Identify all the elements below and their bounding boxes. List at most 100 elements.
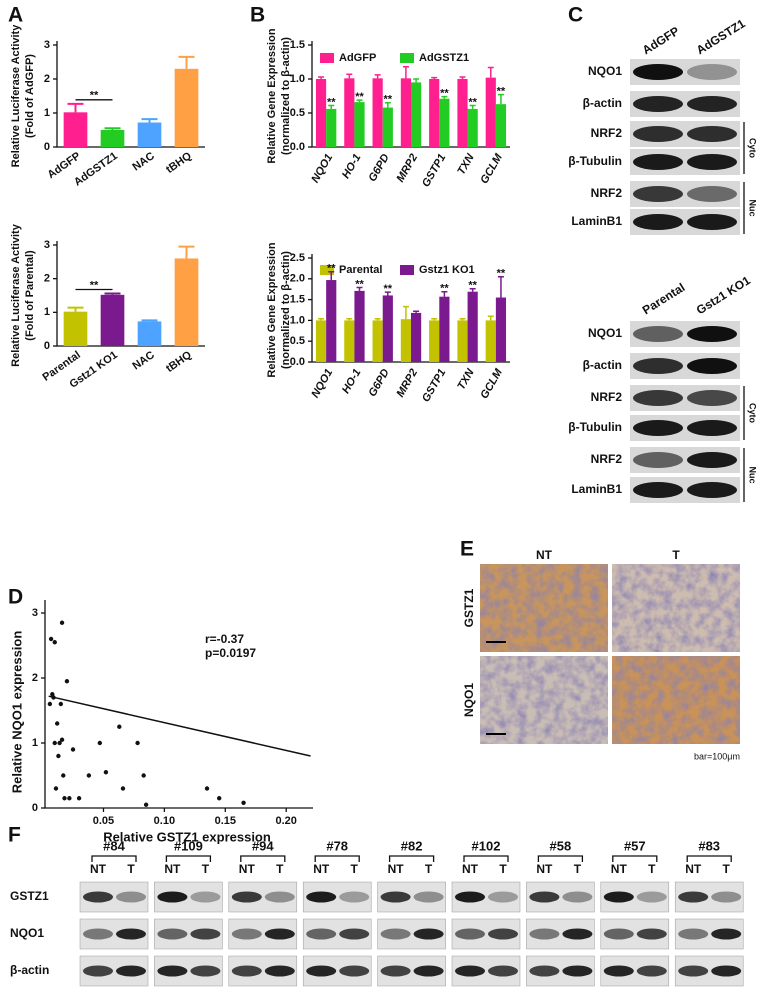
band [711, 891, 742, 903]
lane-label: T [202, 862, 210, 876]
significance: ** [497, 86, 506, 98]
y-tick-label: 3 [44, 39, 50, 51]
bar [100, 130, 125, 147]
bar [354, 290, 365, 362]
band [636, 965, 667, 977]
legend-swatch [320, 53, 334, 63]
annotation: p=0.0197 [205, 646, 256, 660]
bar [100, 294, 125, 346]
y-tick-label: 2.0 [290, 273, 305, 285]
band [633, 358, 683, 374]
bracket-label: Nuc [748, 466, 758, 483]
x-tick-label: G6PD [366, 367, 391, 399]
significance: ** [355, 91, 364, 103]
error-bar [384, 291, 391, 296]
band [264, 891, 295, 903]
band [413, 965, 444, 977]
significance: ** [440, 88, 449, 100]
sample-label: #84 [103, 838, 125, 853]
band [190, 928, 221, 940]
lane-label: T [499, 862, 507, 876]
point [67, 796, 72, 801]
lane-label: T [425, 862, 433, 876]
bar [174, 68, 199, 147]
band [687, 154, 737, 170]
band [562, 891, 593, 903]
significance: ** [90, 279, 99, 291]
bar [326, 280, 337, 362]
band [711, 928, 742, 940]
sample-bracket [388, 855, 435, 862]
column-label: T [672, 548, 680, 562]
lane-header: AdGSTZ1 [694, 16, 748, 57]
x-tick-label: NQO1 [309, 152, 335, 185]
y-axis-label: Relative Luciferase Activity [10, 223, 22, 367]
point [52, 740, 57, 746]
band [562, 965, 593, 977]
bar [400, 319, 411, 362]
sample-bracket [463, 855, 509, 862]
error-bar [328, 104, 335, 109]
band [339, 891, 370, 903]
band [633, 186, 683, 202]
y-tick-label: 0.5 [290, 107, 305, 119]
band [488, 965, 518, 977]
band [603, 891, 634, 903]
significance: ** [440, 283, 449, 295]
error-bar [374, 317, 381, 321]
band [633, 420, 683, 436]
point [47, 701, 53, 707]
band [633, 96, 683, 112]
point [141, 773, 146, 778]
x-tick-label: NAC [130, 349, 156, 373]
y-tick-label: 1 [44, 107, 50, 119]
point [86, 773, 92, 778]
bracket-label: Cyto [748, 138, 758, 159]
band [413, 928, 444, 940]
bar [485, 77, 496, 147]
y-tick-label: 0 [44, 141, 50, 153]
band [633, 64, 683, 80]
row-label: LaminB1 [571, 214, 622, 228]
point [61, 773, 66, 778]
y-axis-label: Relative Gene Expression [266, 28, 278, 163]
row-label: GSTZ1 [462, 588, 476, 627]
error-bar [487, 66, 494, 78]
band [687, 64, 737, 80]
bar [63, 311, 88, 346]
legend-swatch [400, 53, 414, 63]
error-bar [459, 76, 466, 79]
band [633, 482, 683, 498]
point [103, 770, 109, 775]
band [687, 214, 737, 230]
error-bar [413, 310, 420, 313]
band [116, 965, 146, 977]
y-tick-label: 3 [44, 239, 50, 251]
blot-strip [302, 881, 372, 913]
lane-label: T [276, 862, 284, 876]
error-bar [469, 288, 476, 292]
legend-swatch [400, 265, 414, 275]
row-label: NRF2 [591, 186, 623, 200]
histology-texture [480, 564, 608, 652]
error-bar [318, 76, 325, 79]
bar [485, 320, 496, 362]
annotation: r=-0.37 [205, 632, 244, 646]
band [603, 965, 634, 977]
error-bar [487, 315, 494, 321]
band [157, 965, 188, 977]
x-tick-label: NAC [130, 150, 156, 174]
panel-label: D [8, 586, 23, 609]
panel-label: F [8, 824, 21, 847]
sample-bracket [537, 855, 584, 862]
y-tick-label: 2 [32, 672, 38, 684]
point [217, 796, 222, 801]
band [529, 928, 560, 940]
histology-texture [612, 564, 740, 652]
band [306, 891, 337, 903]
band [157, 891, 188, 903]
error-bar [374, 74, 381, 79]
band [687, 358, 737, 374]
bar [344, 320, 355, 362]
y-tick-label: 3 [32, 607, 38, 619]
